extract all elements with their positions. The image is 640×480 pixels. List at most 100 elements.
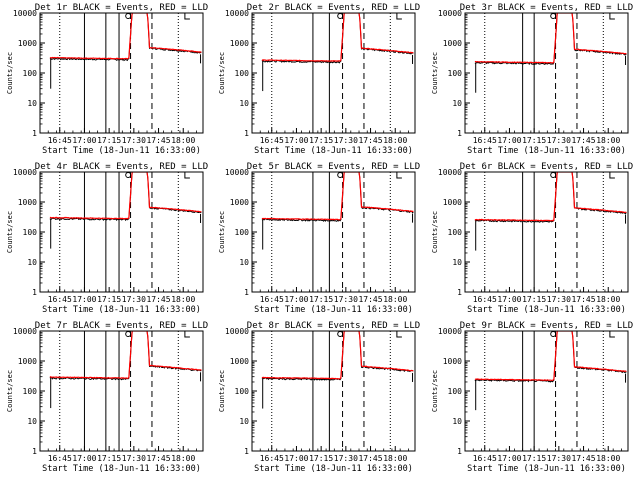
y-tick-label: 1 [457,447,462,456]
x-tick-label: 18:00 [171,295,195,304]
x-tick-label: 17:00 [497,454,521,463]
y-tick-label: 1 [244,447,249,456]
panel-3: Det 3r BLACK = Events, RED = LLD 1 10 100 10… [431,3,633,156]
x-tick-label: 17:15 [309,295,333,304]
panel-title: Det 6r BLACK = Events, RED = LLD [460,162,633,172]
y-tick-label: 1000 [443,357,462,366]
panel-8: Det 8r BLACK = Events, RED = LLD 1 10 100 10… [218,321,420,474]
attenuator-marker [125,172,132,178]
y-tick-label: 10 [27,417,37,426]
plot-frame [251,330,416,452]
x-tick-label: 18:00 [171,454,195,463]
x-tick-label: 17:30 [334,136,358,145]
x-tick-label: 16:45 [260,295,284,304]
y-axis-label: Counts/sec [431,211,439,253]
x-tick-label: 17:00 [497,295,521,304]
y-tick-label: 100 [23,228,38,237]
x-axis-label: Start Time (18-Jun-11 16:33:00) [467,305,626,315]
y-tick-label: 1000 [230,39,249,48]
x-tick-label: 17:30 [122,136,146,145]
y-tick-label: 10000 [438,9,462,18]
panel-title: Det 5r BLACK = Events, RED = LLD [247,162,420,172]
x-tick-label: 17:15 [97,136,121,145]
panel-title: Det 9r BLACK = Events, RED = LLD [460,321,633,331]
x-tick-label: 18:00 [383,454,407,463]
y-tick-label: 100 [23,387,38,396]
panel-6: Det 6r BLACK = Events, RED = LLD 1 10 100 10… [431,162,633,315]
y-axis-label: Counts/sec [431,370,439,412]
panel-title: Det 8r BLACK = Events, RED = LLD [247,321,420,331]
y-tick-label: 100 [448,228,463,237]
x-tick-label: 18:00 [383,295,407,304]
x-tick-label: 17:30 [122,454,146,463]
attenuator-marker [550,172,557,178]
y-tick-label: 1 [32,129,37,138]
y-tick-label: 100 [448,69,463,78]
x-tick-label: 16:45 [473,454,497,463]
x-tick-label: 17:45 [358,295,382,304]
panel-1: Det 1r BLACK = Events, RED = LLD 1 10 100 10… [6,3,208,156]
plot-frame [39,12,204,134]
x-axis-label: Start Time (18-Jun-11 16:33:00) [42,146,201,156]
lld-series [49,172,202,220]
x-tick-label: 16:45 [48,295,72,304]
lld-series [261,172,414,221]
y-tick-label: 10000 [438,168,462,177]
bracket-marker [609,172,615,179]
x-tick-label: 16:45 [473,295,497,304]
lld-series [49,331,202,379]
x-tick-label: 17:45 [146,454,170,463]
panel-2: Det 2r BLACK = Events, RED = LLD 1 10 100 10… [218,3,420,156]
x-tick-label: 17:45 [571,454,595,463]
y-tick-label: 10 [452,417,462,426]
attenuator-marker [550,331,557,337]
x-tick-label: 17:45 [358,454,382,463]
y-tick-label: 1 [457,288,462,297]
x-axis-label: Start Time (18-Jun-11 16:33:00) [254,464,413,474]
attenuator-marker [337,331,344,337]
x-tick-label: 17:00 [497,136,521,145]
y-tick-label: 100 [23,69,38,78]
y-axis-label: Counts/sec [431,52,439,94]
x-axis-label: Start Time (18-Jun-11 16:33:00) [467,464,626,474]
attenuator-marker [337,13,344,19]
attenuator-marker [125,331,132,337]
panel-title: Det 1r BLACK = Events, RED = LLD [35,3,208,13]
y-tick-label: 10 [239,417,249,426]
events-series [474,331,627,383]
x-tick-label: 17:00 [72,136,96,145]
x-tick-label: 17:00 [284,136,308,145]
panel-4: Det 4r BLACK = Events, RED = LLD 1 10 100 10… [6,162,208,315]
y-tick-label: 100 [235,69,250,78]
x-tick-label: 18:00 [596,295,620,304]
y-tick-label: 10 [239,258,249,267]
panel-5: Det 5r BLACK = Events, RED = LLD 1 10 100 10… [218,162,420,315]
x-tick-label: 17:30 [547,295,571,304]
bracket-marker [609,331,615,338]
x-tick-label: 16:45 [48,136,72,145]
panel-title: Det 3r BLACK = Events, RED = LLD [460,3,633,13]
bracket-marker [396,331,402,338]
x-tick-label: 16:45 [473,136,497,145]
x-tick-label: 17:30 [334,295,358,304]
y-tick-label: 1000 [230,357,249,366]
panel-title: Det 2r BLACK = Events, RED = LLD [247,3,420,13]
bracket-marker [609,13,615,20]
plot-frame [464,330,629,452]
x-tick-label: 17:30 [547,454,571,463]
x-axis-label: Start Time (18-Jun-11 16:33:00) [467,146,626,156]
x-tick-label: 17:15 [97,295,121,304]
lld-series [261,13,414,62]
x-tick-label: 18:00 [596,454,620,463]
x-tick-label: 17:00 [284,454,308,463]
y-tick-label: 1 [32,447,37,456]
x-tick-label: 17:30 [547,136,571,145]
attenuator-marker [125,13,132,19]
y-tick-label: 10000 [225,9,249,18]
y-tick-label: 10 [239,99,249,108]
lld-series [474,331,627,381]
x-tick-label: 16:45 [260,136,284,145]
x-tick-label: 17:45 [358,136,382,145]
plot-frame [39,171,204,293]
y-tick-label: 10000 [13,9,37,18]
